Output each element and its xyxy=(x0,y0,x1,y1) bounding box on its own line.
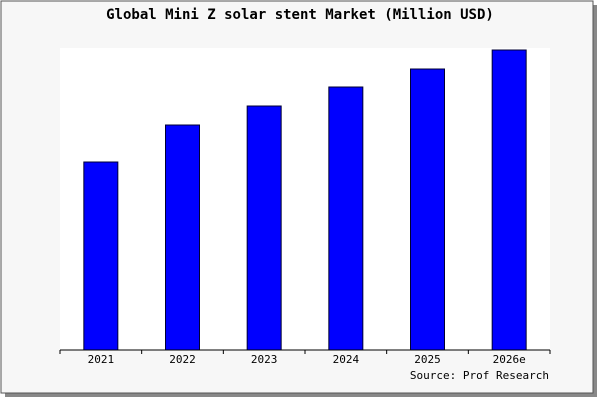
bar xyxy=(165,124,200,351)
x-tick-label: 2021 xyxy=(88,353,115,366)
bar xyxy=(410,68,445,351)
x-tick-label: 2023 xyxy=(251,353,278,366)
bar xyxy=(83,161,119,351)
x-tick-label: 2025 xyxy=(414,353,441,366)
bar xyxy=(246,105,282,351)
x-tick-label: 2024 xyxy=(333,353,360,366)
bar xyxy=(491,49,527,351)
x-tick-label: 2026e xyxy=(493,353,526,366)
x-tick-label: 2022 xyxy=(169,353,196,366)
bar xyxy=(328,86,364,351)
chart-title: Global Mini Z solar stent Market (Millio… xyxy=(106,7,494,23)
source-note: Source: Prof Research xyxy=(410,369,549,382)
plot-area xyxy=(60,48,550,350)
